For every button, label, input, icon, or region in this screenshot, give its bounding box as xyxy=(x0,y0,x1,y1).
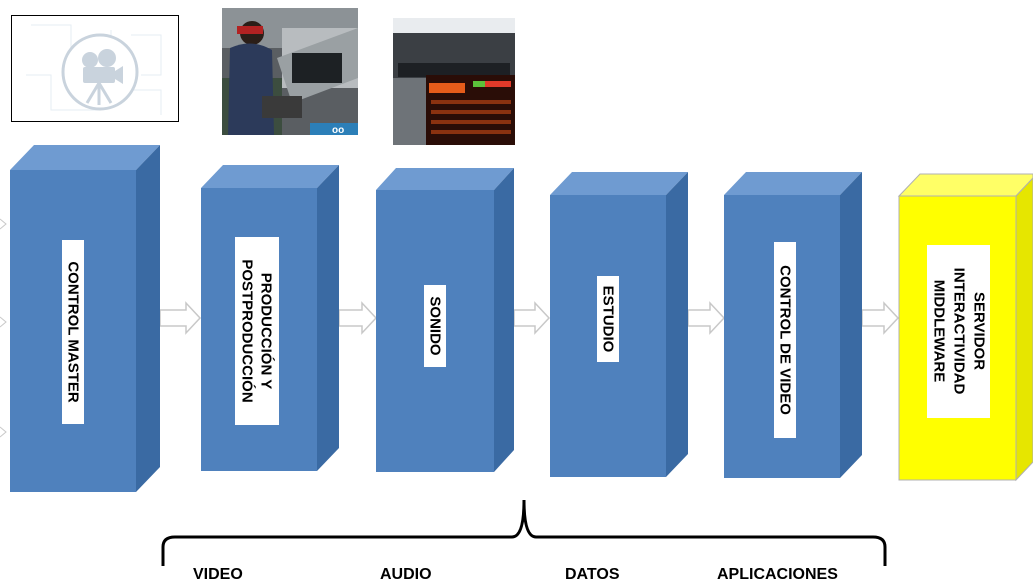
flow-arrow xyxy=(159,301,202,335)
monitoring-screen-photo xyxy=(393,18,515,145)
label-aplicaciones: APLICACIONES xyxy=(717,566,838,583)
block-label-line: POSTPRODUCCIÓN xyxy=(239,259,257,402)
block-label-line: PRODUCCIÓN Y xyxy=(258,273,276,389)
block-servidor: SERVIDOR INTERACTIVIDAD MIDDLEWARE xyxy=(897,173,1033,482)
block-label: ESTUDIO xyxy=(600,286,617,353)
block-label: CONTROL MASTER xyxy=(65,261,82,403)
label-datos: DATOS xyxy=(565,566,620,583)
label-video: VIDEO xyxy=(193,566,243,583)
label-audio: AUDIO xyxy=(380,566,432,583)
camera-operator-photo: oo xyxy=(222,8,358,136)
flow-arrow xyxy=(687,301,726,335)
block-produccion: PRODUCCIÓN Y POSTPRODUCCIÓN xyxy=(201,165,339,471)
flow-arrow xyxy=(861,301,900,335)
svg-text:oo: oo xyxy=(332,125,344,135)
flow-arrow xyxy=(513,301,551,335)
left-edge-arrows xyxy=(0,218,7,438)
block-label-line: INTERACTIVIDAD xyxy=(951,268,968,395)
block-sonido: SONIDO xyxy=(376,168,514,472)
block-label-line: MIDDLEWARE xyxy=(931,280,948,383)
block-label: CONTROL DE VIDEO xyxy=(777,265,794,415)
block-estudio: ESTUDIO xyxy=(550,172,688,477)
block-label: SONIDO xyxy=(427,296,444,356)
film-camera-thumbnail xyxy=(11,15,179,122)
film-camera-icon xyxy=(11,15,179,122)
block-control-de-video: CONTROL DE VIDEO xyxy=(724,172,862,478)
block-label-line: SERVIDOR xyxy=(971,292,988,370)
block-control-master: CONTROL MASTER xyxy=(10,145,160,492)
flow-arrow xyxy=(338,301,378,335)
grouping-brace xyxy=(161,499,887,566)
